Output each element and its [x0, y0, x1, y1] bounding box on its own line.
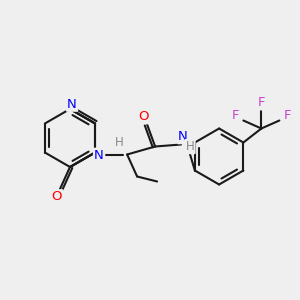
- Text: H: H: [115, 136, 124, 149]
- Text: O: O: [138, 110, 148, 123]
- Text: N: N: [67, 98, 77, 110]
- Text: H: H: [186, 140, 194, 153]
- Text: N: N: [94, 149, 104, 162]
- Text: N: N: [178, 130, 188, 143]
- Text: F: F: [284, 109, 291, 122]
- Text: F: F: [232, 109, 239, 122]
- Text: O: O: [52, 190, 62, 203]
- Text: F: F: [258, 96, 265, 109]
